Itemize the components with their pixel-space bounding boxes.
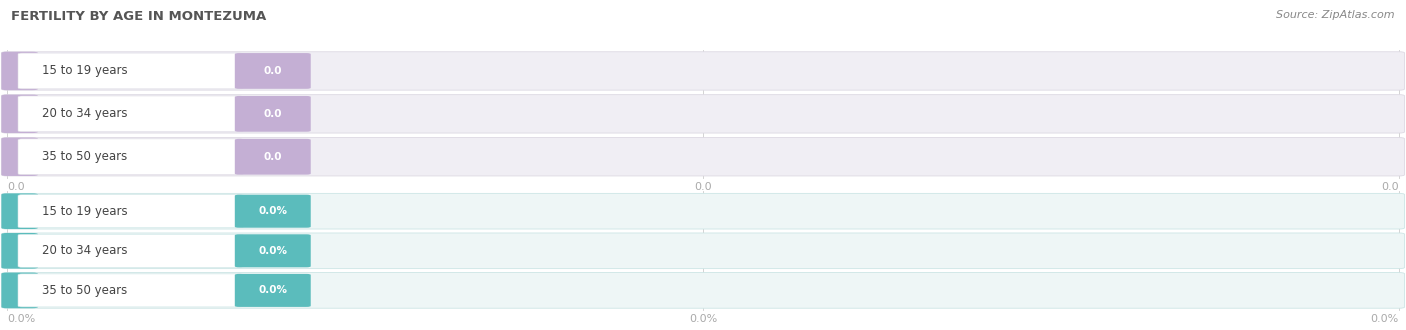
Text: 20 to 34 years: 20 to 34 years — [42, 244, 128, 257]
Text: 0.0%: 0.0% — [689, 314, 717, 323]
Text: 0.0: 0.0 — [263, 109, 283, 119]
Text: 15 to 19 years: 15 to 19 years — [42, 205, 128, 218]
Text: 0.0%: 0.0% — [259, 206, 287, 216]
Text: 0.0: 0.0 — [263, 66, 283, 76]
Text: 0.0: 0.0 — [1381, 182, 1399, 191]
Text: 15 to 19 years: 15 to 19 years — [42, 64, 128, 78]
Text: 0.0: 0.0 — [263, 152, 283, 162]
Text: FERTILITY BY AGE IN MONTEZUMA: FERTILITY BY AGE IN MONTEZUMA — [11, 10, 267, 23]
Text: 35 to 50 years: 35 to 50 years — [42, 284, 128, 297]
Text: 0.0%: 0.0% — [1371, 314, 1399, 323]
Text: 0.0%: 0.0% — [7, 314, 35, 323]
Text: Source: ZipAtlas.com: Source: ZipAtlas.com — [1277, 10, 1395, 20]
Text: 0.0: 0.0 — [7, 182, 25, 191]
Text: 0.0: 0.0 — [695, 182, 711, 191]
Text: 20 to 34 years: 20 to 34 years — [42, 107, 128, 120]
Text: 0.0%: 0.0% — [259, 285, 287, 295]
Text: 0.0%: 0.0% — [259, 246, 287, 256]
Text: 35 to 50 years: 35 to 50 years — [42, 150, 128, 163]
